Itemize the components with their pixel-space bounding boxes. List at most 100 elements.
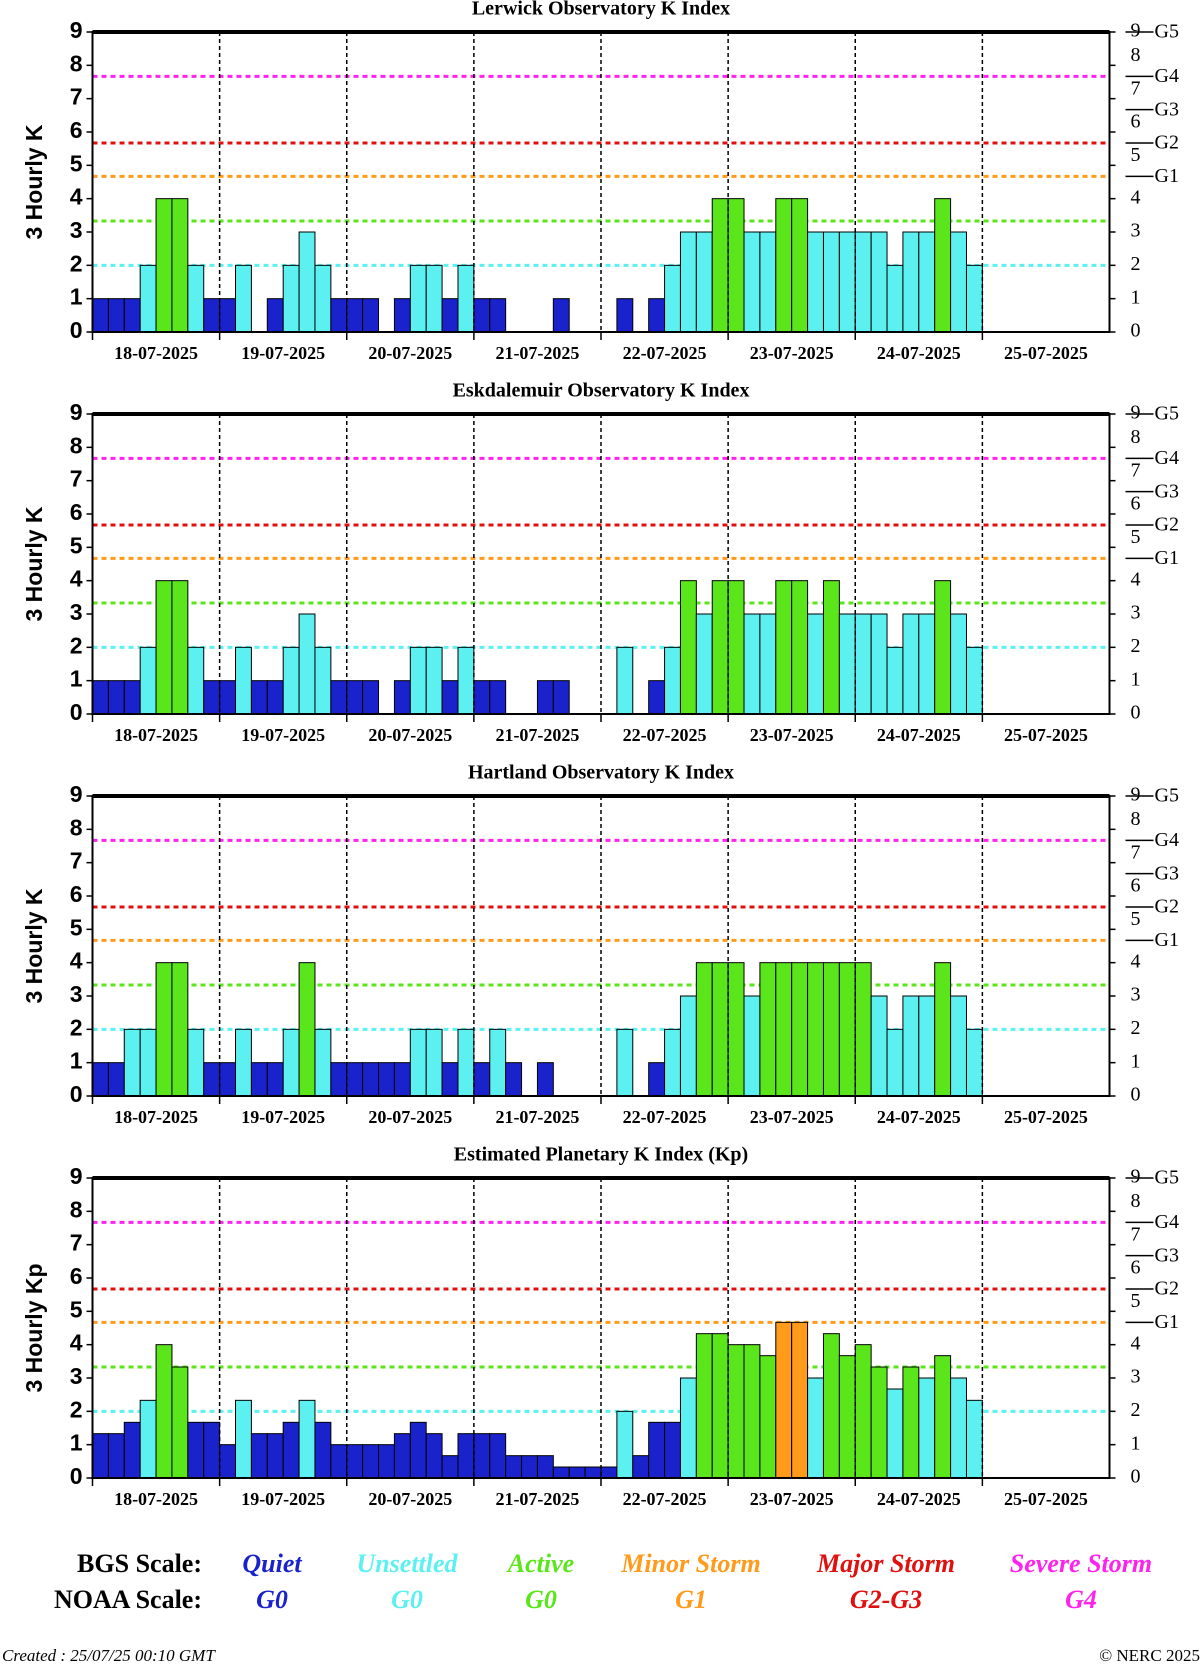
bar: [330, 1062, 348, 1097]
bar: [918, 1377, 936, 1479]
y-tick-label: 1: [70, 284, 83, 310]
bar: [235, 1028, 252, 1097]
bar: [409, 264, 427, 333]
bar: [441, 680, 459, 715]
bar: [505, 1062, 523, 1097]
bar: [139, 1028, 157, 1097]
bar: [409, 646, 427, 715]
bar: [886, 1028, 904, 1097]
bar: [870, 231, 888, 333]
bar: [219, 298, 237, 333]
bar: [775, 580, 793, 715]
y-tick-label: 6: [70, 499, 83, 525]
bar: [791, 580, 809, 715]
bar: [92, 1062, 109, 1097]
y2-tick-label: 8: [1131, 1190, 1141, 1212]
x-tick-label: 25-07-2025: [1004, 725, 1088, 745]
bar: [330, 298, 348, 333]
bar: [203, 680, 221, 715]
bar: [870, 613, 888, 715]
bar: [219, 680, 237, 715]
noaa-label: G5: [1155, 785, 1179, 807]
bar: [648, 1421, 666, 1479]
bar: [282, 1028, 300, 1097]
noaa-label: G1: [1155, 929, 1179, 951]
y-tick-label: 4: [70, 948, 83, 974]
bar: [489, 680, 507, 715]
y-tick-label: 8: [70, 432, 83, 458]
noaa-label: G4: [1155, 65, 1179, 87]
x-tick-label: 21-07-2025: [495, 343, 579, 363]
y-tick-label: 1: [70, 1430, 83, 1456]
y2-tick-label: 4: [1131, 186, 1141, 208]
bar: [743, 995, 761, 1097]
y2-tick-label: 3: [1131, 602, 1141, 624]
x-tick-label: 25-07-2025: [1004, 343, 1088, 363]
bar: [425, 1433, 443, 1479]
y-tick-label: 8: [70, 50, 83, 76]
bar: [616, 1028, 634, 1097]
y-tick-label: 3: [70, 217, 83, 243]
bar: [314, 646, 332, 715]
bar: [695, 1333, 713, 1479]
noaa-label: G3: [1155, 1244, 1179, 1266]
x-tick-label: 18-07-2025: [114, 343, 198, 363]
noaa-label: NOAA Scale:: [54, 1585, 202, 1614]
bar: [854, 613, 872, 715]
y2-tick-label: 5: [1131, 144, 1141, 166]
legend-bgs: Unsettled: [356, 1549, 458, 1578]
bar: [457, 264, 475, 333]
bar: [266, 1433, 284, 1479]
y2-tick-label: 7: [1131, 459, 1141, 481]
legend-bgs: Quiet: [242, 1549, 302, 1578]
bar: [139, 1399, 157, 1479]
x-tick-label: 23-07-2025: [750, 725, 834, 745]
bar: [425, 264, 443, 333]
bar: [791, 1321, 809, 1479]
bar: [759, 1355, 777, 1479]
y2-tick-label: 5: [1131, 908, 1141, 930]
y2-tick-label: 1: [1131, 1432, 1141, 1454]
bar: [965, 264, 983, 333]
bar: [695, 231, 713, 333]
y-tick-label: 9: [70, 781, 83, 807]
bar: [695, 962, 713, 1097]
bar: [648, 680, 666, 715]
bar: [473, 680, 491, 715]
legend-bgs: Severe Storm: [1010, 1549, 1152, 1578]
x-tick-label: 24-07-2025: [877, 1107, 961, 1127]
bar: [854, 1344, 872, 1479]
bar: [409, 1421, 427, 1479]
x-tick-label: 19-07-2025: [241, 725, 325, 745]
bar: [679, 231, 697, 333]
noaa-label: G3: [1155, 480, 1179, 502]
bar: [473, 1062, 491, 1097]
bar: [648, 1062, 666, 1097]
y-tick-label: 4: [70, 1330, 83, 1356]
y2-tick-label: 8: [1131, 426, 1141, 448]
y2-tick-label: 6: [1131, 111, 1141, 133]
bar: [155, 962, 173, 1097]
bar: [425, 646, 443, 715]
bar: [775, 962, 793, 1097]
bar: [854, 962, 872, 1097]
x-tick-label: 21-07-2025: [495, 1107, 579, 1127]
bar: [822, 231, 840, 333]
y-tick-label: 7: [70, 84, 83, 110]
bar: [902, 995, 920, 1097]
chart-title: Hartland Observatory K Index: [468, 762, 734, 784]
bar: [711, 962, 729, 1097]
x-tick-label: 20-07-2025: [368, 343, 452, 363]
y-axis-label: 3 Hourly K: [21, 888, 47, 1003]
y-axis-label: 3 Hourly K: [21, 506, 47, 621]
x-tick-label: 23-07-2025: [750, 1107, 834, 1127]
y-tick-label: 3: [70, 599, 83, 625]
y-tick-label: 6: [70, 117, 83, 143]
y-tick-label: 9: [70, 1163, 83, 1189]
x-tick-label: 19-07-2025: [241, 1107, 325, 1127]
bar: [807, 231, 824, 333]
y2-tick-label: 4: [1131, 568, 1141, 590]
bar: [123, 680, 141, 715]
bar: [838, 1355, 856, 1479]
y2-tick-label: 7: [1131, 77, 1141, 99]
